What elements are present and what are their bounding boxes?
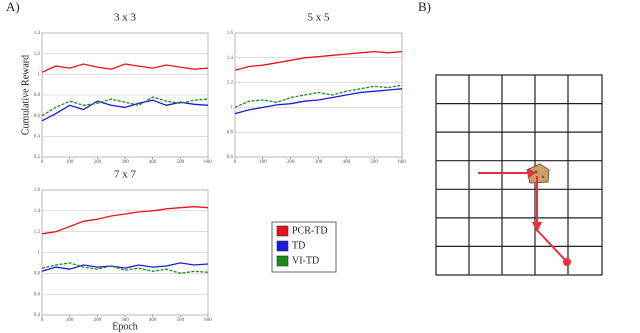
x-tick-label: 400 [149, 160, 157, 165]
legend-swatch [276, 225, 289, 237]
x-tick-label: 500 [177, 160, 185, 165]
legend-label: VI-TD [292, 255, 319, 266]
x-tick-label: 300 [121, 318, 129, 323]
x-tick-label: 100 [66, 318, 74, 323]
x-tick-label: 100 [259, 160, 267, 165]
y-tick-label: 1.2 [34, 52, 41, 57]
y-tick-label: 0.8 [34, 93, 41, 98]
chart-title: 5 x 5 [308, 12, 331, 24]
x-tick-label: 500 [370, 160, 378, 165]
y-tick-label: 1.4 [227, 56, 234, 61]
panel-label: B) [418, 0, 431, 14]
x-tick-label: 400 [343, 160, 351, 165]
x-tick-label: 200 [94, 318, 102, 323]
x-tick-label: 500 [177, 318, 185, 323]
y-tick-label: 1.4 [34, 209, 41, 214]
series-line [234, 88, 403, 115]
legend-label: PCR-TD [292, 225, 328, 236]
series-line [234, 84, 403, 108]
y-tick-label: 0.4 [34, 134, 41, 139]
series-line [41, 262, 209, 272]
chart-title: 7 x 7 [114, 169, 137, 181]
cheese-icon [526, 163, 550, 184]
x-tick-label: 100 [66, 160, 74, 165]
y-tick-label: 1 [231, 106, 234, 111]
series-line [41, 262, 209, 274]
x-tick-label: 600 [204, 318, 212, 323]
y-tick-label: 0.6 [34, 114, 41, 119]
y-tick-label: 1.2 [34, 230, 41, 235]
x-tick-label: 200 [287, 160, 295, 165]
y-tick-label: 0.4 [34, 313, 41, 318]
chart-title: 3 x 3 [114, 12, 137, 24]
y-tick-label: 1.6 [34, 188, 41, 193]
x-axis-label: Epoch [112, 321, 138, 332]
y-tick-label: 0.8 [227, 130, 234, 135]
agent-path [478, 168, 567, 262]
x-tick-label: 0 [41, 160, 44, 165]
agent-end [563, 258, 571, 266]
series-line [41, 96, 209, 117]
y-axis-label: Cumulative Reward [20, 55, 31, 135]
y-tick-label: 1.6 [227, 31, 234, 36]
x-tick-label: 600 [398, 160, 406, 165]
series-line [41, 206, 209, 235]
grid-world [435, 74, 603, 276]
plot-area [234, 32, 403, 158]
x-tick-label: 0 [234, 160, 237, 165]
panel-label: A) [6, 0, 20, 14]
legend-label: TD [292, 240, 305, 251]
y-tick-label: 0.2 [34, 155, 41, 160]
x-tick-label: 300 [315, 160, 323, 165]
legend-swatch [276, 255, 289, 267]
x-tick-label: 200 [94, 160, 102, 165]
y-tick-label: 0.8 [34, 271, 41, 276]
y-tick-label: 1 [38, 72, 41, 77]
y-tick-label: 1.2 [227, 81, 234, 86]
series-line [41, 63, 209, 73]
series-line [234, 50, 403, 71]
x-tick-label: 300 [121, 160, 129, 165]
y-tick-label: 1.4 [34, 31, 41, 36]
y-tick-label: 0.6 [34, 292, 41, 297]
y-tick-label: 1 [38, 251, 41, 256]
series-line [41, 99, 209, 122]
legend-swatch [276, 240, 289, 252]
x-tick-label: 0 [41, 318, 44, 323]
y-tick-label: 0.6 [227, 155, 234, 160]
x-tick-label: 400 [149, 318, 157, 323]
x-tick-label: 600 [204, 160, 212, 165]
